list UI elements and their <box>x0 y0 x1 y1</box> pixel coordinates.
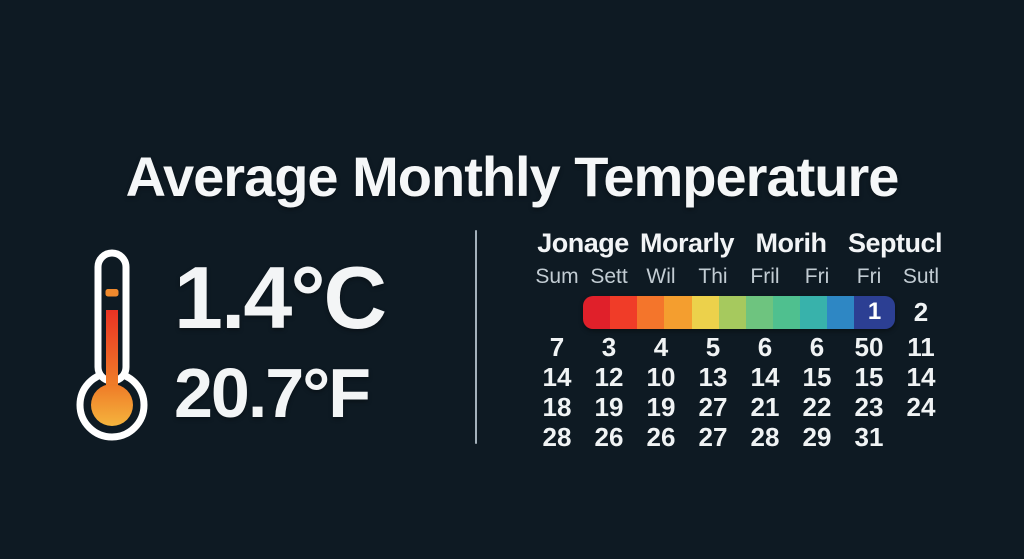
calendar-value: 7 <box>549 331 565 362</box>
gradient-segment <box>664 295 692 329</box>
calendar-value: 23 <box>854 391 884 422</box>
calendar-value: 26 <box>594 421 624 452</box>
page-title: Average Monthly Temperature <box>125 144 900 208</box>
calendar-value: 27 <box>698 421 728 452</box>
gradient-segment <box>583 295 611 329</box>
gradient-segment <box>772 295 800 329</box>
day-header: Sutl <box>902 265 940 288</box>
gradient-segment <box>691 295 719 329</box>
calendar-value: 26 <box>646 421 676 452</box>
day-header: Sett <box>590 265 628 288</box>
calendar-value: 6 <box>809 331 825 362</box>
calendar-grid: Jonage Morarly Morih Septucl Sum Sett Wil Thi Fr… <box>531 224 947 452</box>
calendar-value: 4 <box>653 331 669 362</box>
calendar-value: 50 <box>854 331 884 362</box>
calendar-value: 15 <box>854 361 884 392</box>
gradient-segment <box>718 295 746 329</box>
calendar-value: 21 <box>750 391 780 422</box>
calendar-value: 24 <box>906 391 936 422</box>
calendar-value: 27 <box>698 391 728 422</box>
gradient-segment <box>610 295 638 329</box>
calendar-value: 6 <box>757 331 773 362</box>
calendar-value <box>895 422 947 452</box>
calendar-value: 11 <box>907 331 935 362</box>
temperature-readings: 1.4°C 20.7°F <box>174 248 387 432</box>
day-header: Fri <box>856 265 882 288</box>
current-temperature-panel: 1.4°C 20.7°F <box>74 248 387 444</box>
calendar-value: 15 <box>802 361 832 392</box>
day-header: Thi <box>698 265 728 288</box>
celsius-value: 1.4°C <box>174 248 387 347</box>
calendar-value: 29 <box>802 421 832 452</box>
calendar-value: 18 <box>542 391 572 422</box>
day-header: Wil <box>646 265 676 288</box>
gradient-segment <box>800 295 828 329</box>
calendar-value: 14 <box>906 361 936 392</box>
calendar-value: 14 <box>750 361 780 392</box>
calendar-value: 10 <box>646 361 676 392</box>
gradient-segment <box>745 295 773 329</box>
month-header: Morih <box>755 227 828 258</box>
month-header: Jonage <box>537 227 629 258</box>
bar-row-value: 2 <box>913 296 929 327</box>
calendar-value: 12 <box>594 361 624 392</box>
calendar-value: 28 <box>542 421 572 452</box>
day-header: Sum <box>535 265 579 288</box>
temperature-gradient-bar: 1 <box>583 295 895 329</box>
calendar-value: 5 <box>705 331 721 362</box>
gradient-segment <box>637 295 665 329</box>
calendar-value: 3 <box>601 331 617 362</box>
calendar-value: 14 <box>542 361 572 392</box>
calendar-value: 28 <box>750 421 780 452</box>
calendar-value: 31 <box>854 421 884 452</box>
month-header: Morarly <box>639 227 735 258</box>
calendar-value: 13 <box>698 361 728 392</box>
thermometer-icon <box>76 249 148 441</box>
gradient-segment: 1 <box>854 295 895 329</box>
gradient-segment <box>827 295 855 329</box>
calendar-value: 19 <box>594 391 624 422</box>
fahrenheit-value: 20.7°F <box>174 354 371 432</box>
calendar-value: 22 <box>802 391 832 422</box>
day-header: Fril <box>750 265 780 288</box>
calendar-value: 19 <box>646 391 676 422</box>
day-header: Fri <box>804 265 830 288</box>
vertical-divider <box>475 230 477 444</box>
month-header: Septucl <box>847 227 943 258</box>
